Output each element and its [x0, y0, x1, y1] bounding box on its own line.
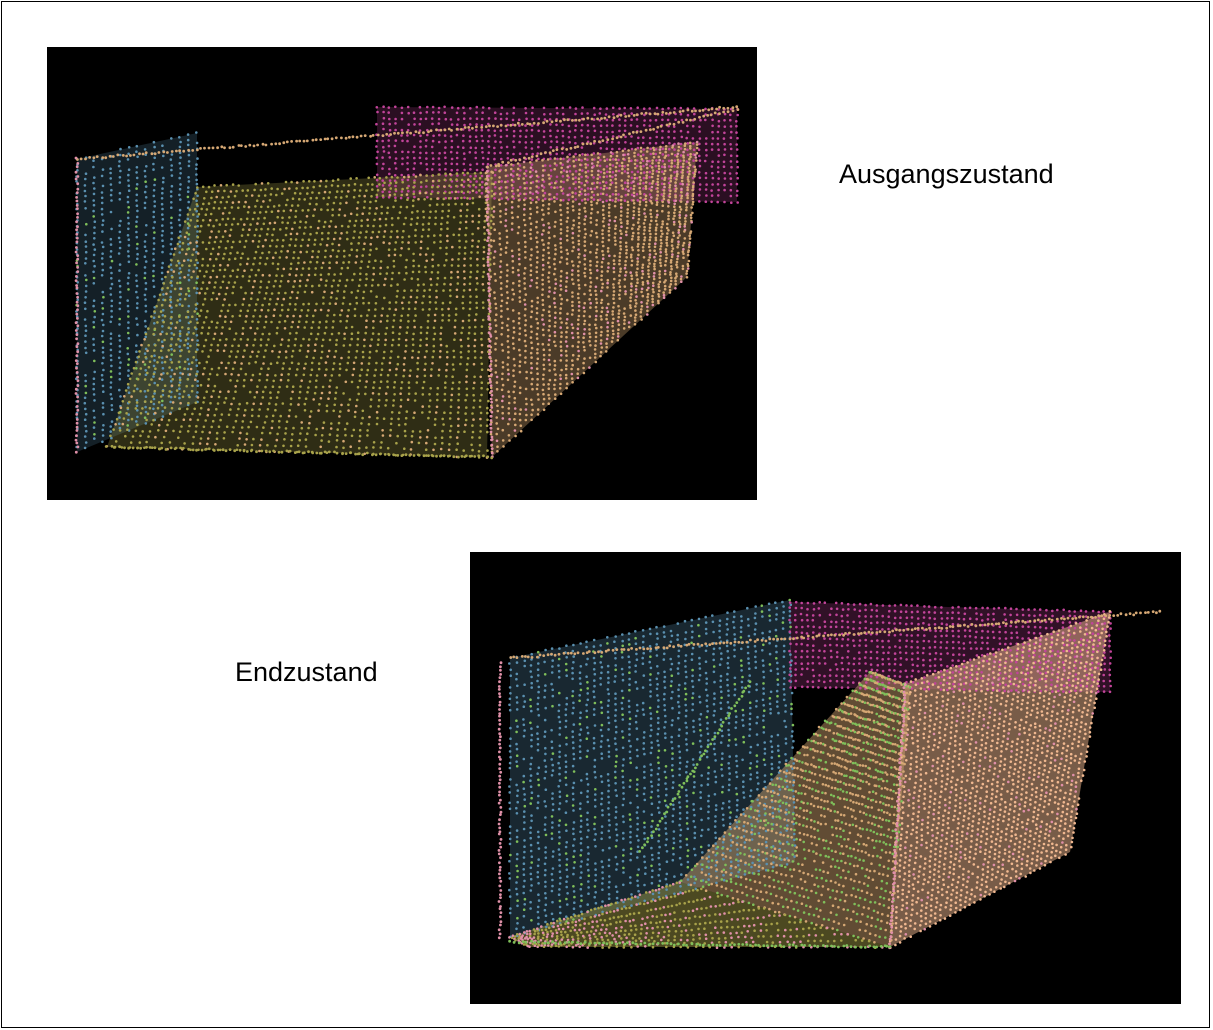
- front-right-edge: [484, 165, 494, 459]
- failure-slope-shade: [680, 672, 910, 947]
- left-front-edge: [74, 156, 80, 454]
- bottom-front-edge: [508, 939, 891, 949]
- point-cloud-initial-svg: [74, 105, 740, 460]
- final-state-label: Endzustand: [235, 657, 378, 687]
- right-wall-shade: [890, 612, 1110, 947]
- point-cloud-initial-state: [47, 47, 757, 500]
- floor-points: [105, 170, 494, 459]
- slope-points: [485, 140, 699, 459]
- failure-slope-points: [678, 670, 912, 948]
- initial-state-label: Ausgangszustand: [839, 159, 1054, 189]
- right-top-edge: [486, 108, 740, 169]
- point-cloud-final-state: [470, 552, 1181, 1004]
- bottom-front-edge: [104, 444, 494, 460]
- left-front-edge: [497, 661, 503, 940]
- top-rim-edge: [509, 609, 1162, 659]
- point-cloud-final-svg: [497, 598, 1162, 950]
- left-wall-points: [508, 598, 797, 939]
- front-right-edge: [888, 683, 907, 950]
- debris-floor-shade: [510, 882, 890, 947]
- top-rim-edge: [76, 105, 739, 161]
- shear-crack-line: [638, 680, 752, 853]
